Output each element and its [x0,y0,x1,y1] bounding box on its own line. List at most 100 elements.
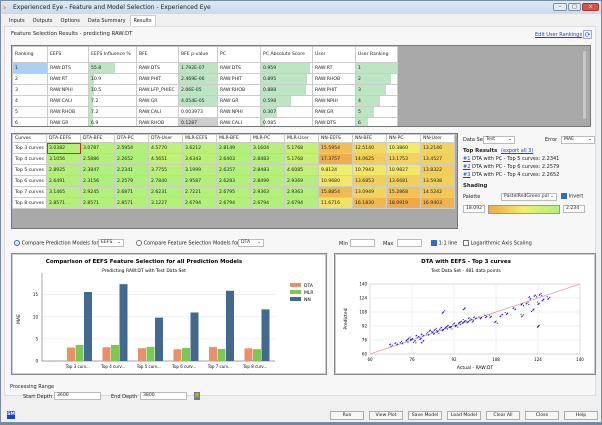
result-cell[interactable]: 2.6871 [114,186,149,198]
table-cell[interactable]: RAW:RHOB [312,73,356,85]
result-cell[interactable]: 4.6085 [284,164,319,176]
table-row[interactable]: Top 5 curves 2.8925 2.3847 2.2341 3.7755 3.19… [12,164,455,176]
table-row[interactable]: 6 RAW:GR 6.9 RAW:RHOB 0.1287 RAW:CALI 0.085 RAW… [12,117,398,126]
edit-user-rankings-link[interactable]: Edit User Rankings [535,32,583,38]
column-header[interactable]: MLR-User [284,134,319,143]
result-cell[interactable]: 2.8571 [114,197,149,209]
result-cell[interactable]: 2.6794 [284,197,319,209]
bar-mlr[interactable] [253,349,261,361]
load-model-button[interactable]: Load Model [447,411,481,420]
table-cell[interactable]: RAW:RHOB [217,84,261,96]
bar-dta[interactable] [102,347,111,361]
table-cell[interactable]: RAW:RHOB [136,117,179,126]
result-cell[interactable]: 2.5886 [80,153,115,165]
table-cell[interactable]: RAW:PHIT [136,73,179,85]
row-label[interactable]: Top 4 curves [12,153,47,165]
tab-data-summary[interactable]: Data Summary [87,18,126,24]
column-header[interactable]: DTA-PC [114,134,149,143]
column-header[interactable]: PC Absolute Score [260,46,313,63]
table-cell[interactable]: 0.888 [260,84,313,96]
result-cell[interactable]: 15.5954 [318,142,353,154]
table-cell[interactable]: 6 [355,117,398,126]
column-header[interactable]: MLR-PC [250,134,285,143]
column-header[interactable]: PC [217,46,261,63]
compare-prediction-dropdown[interactable]: EEFS ⌄ [98,239,124,247]
result-cell[interactable]: 2.8483 [250,153,285,165]
result-cell[interactable]: 13.1753 [386,153,421,165]
top-result-link[interactable]: #2 [463,164,471,170]
one-to-one-line-checkbox[interactable]: 1:1 line [431,240,457,247]
table-row[interactable]: Top 3 curves 3.0382 3.0787 2.5954 4.5770 3.62… [12,142,455,154]
bar-nn[interactable] [261,309,270,361]
column-header[interactable]: DTA-User [148,134,183,143]
result-cell[interactable]: 11.6716 [318,197,353,209]
result-cell[interactable]: 3.1604 [250,142,285,154]
maximize-button[interactable]: □ [568,3,581,11]
result-cell[interactable]: 2.6794 [182,197,217,209]
result-cell[interactable]: 4.5770 [148,142,183,154]
error-dropdown[interactable]: MAE ⌄ [561,136,595,144]
tab-inputs[interactable]: Inputs [9,18,25,24]
column-header[interactable]: NN-PC [386,134,421,143]
table-cell[interactable]: 5 [12,106,48,118]
end-depth-input[interactable]: 3800 [140,392,187,400]
result-cell[interactable]: 2.9363 [284,186,319,198]
table-cell[interactable]: 1.792E-07 [178,62,218,74]
table-cell[interactable]: 2.469E-06 [178,73,218,85]
table-cell[interactable]: 4 [12,95,48,107]
result-cell[interactable]: 9.8124 [318,164,353,176]
result-cell[interactable]: 2.6794 [250,197,285,209]
column-header[interactable]: User Ranking [355,46,398,63]
table-row[interactable]: 1 RAW:DTS 55.8 RAW:DTS 1.792E-07 RAW:DTS 0.959… [12,62,398,74]
table-cell[interactable]: RAW:DTS [136,62,179,74]
table-cell[interactable]: 4 [355,95,398,107]
result-cell[interactable]: 17.3757 [318,153,353,165]
result-cell[interactable]: 2.6491 [46,175,81,187]
table-cell[interactable]: 7.2 [88,106,137,118]
table-cell[interactable]: RAW:RT [312,62,356,74]
table-cell[interactable]: 10.9 [88,73,137,85]
table-cell[interactable]: 5 [355,106,398,118]
result-cell[interactable]: 2.3847 [80,164,115,176]
column-header[interactable]: MLR-EEFS [182,134,217,143]
bar-mlr[interactable] [146,346,155,361]
bar-mlr[interactable] [217,348,226,361]
table-cell[interactable]: 4.054E-05 [178,95,218,107]
table-cell[interactable]: 2 [12,73,48,85]
save-model-button[interactable]: Save Model [408,411,442,420]
table-cell[interactable]: 55.8 [88,62,137,74]
tab-options[interactable]: Options [60,18,80,24]
result-cell[interactable]: 5.1768 [284,142,319,154]
max-input[interactable] [397,239,422,247]
help-button[interactable]: Help [564,411,598,420]
result-cell[interactable]: 3.7755 [148,164,183,176]
bar-mlr[interactable] [111,344,119,361]
result-cell[interactable]: 2.8483 [250,164,285,176]
log-scaling-checkbox[interactable]: Logarithmic Axis Scaling [463,240,532,247]
clear-all-button[interactable]: Clear All [486,411,520,420]
data-set-dropdown[interactable]: Test ⌄ [483,136,515,144]
result-cell[interactable]: 3.1056 [46,153,81,165]
result-cell[interactable]: 2.9363 [250,186,285,198]
bar-nn[interactable] [119,284,128,361]
result-cell[interactable]: 2.3156 [80,175,115,187]
result-cell[interactable]: 2.6283 [216,175,251,187]
table-cell[interactable]: 0.959 [260,62,313,74]
result-cell[interactable]: 4.5651 [148,153,183,165]
table-cell[interactable]: RAW:CALI [136,106,179,118]
compare-prediction-radio[interactable]: Compare Prediction Models for: [14,240,100,247]
column-header[interactable]: BFE p-value [178,46,218,63]
result-cell[interactable]: 10.7943 [352,164,387,176]
shading-min-input[interactable]: 2.234 [563,205,585,213]
start-depth-input[interactable]: 3600 [54,392,101,400]
bar-dta[interactable] [209,347,217,361]
result-cell[interactable]: 16.9403 [420,197,455,209]
row-label[interactable]: Top 8 curves [12,197,47,209]
table-row[interactable]: Top 6 curves 2.6491 2.3156 2.2579 2.7840 2.95… [12,175,455,187]
result-cell[interactable]: 2.9369 [284,175,319,187]
table-row[interactable]: Top 8 curves 2.8571 2.8571 2.8571 3.1227 2.67… [12,197,455,209]
bar-nn[interactable] [190,312,199,361]
result-cell[interactable]: 13.8322 [420,164,455,176]
table-cell[interactable]: 0.307 [260,106,313,118]
column-header[interactable]: BFE [136,46,179,63]
